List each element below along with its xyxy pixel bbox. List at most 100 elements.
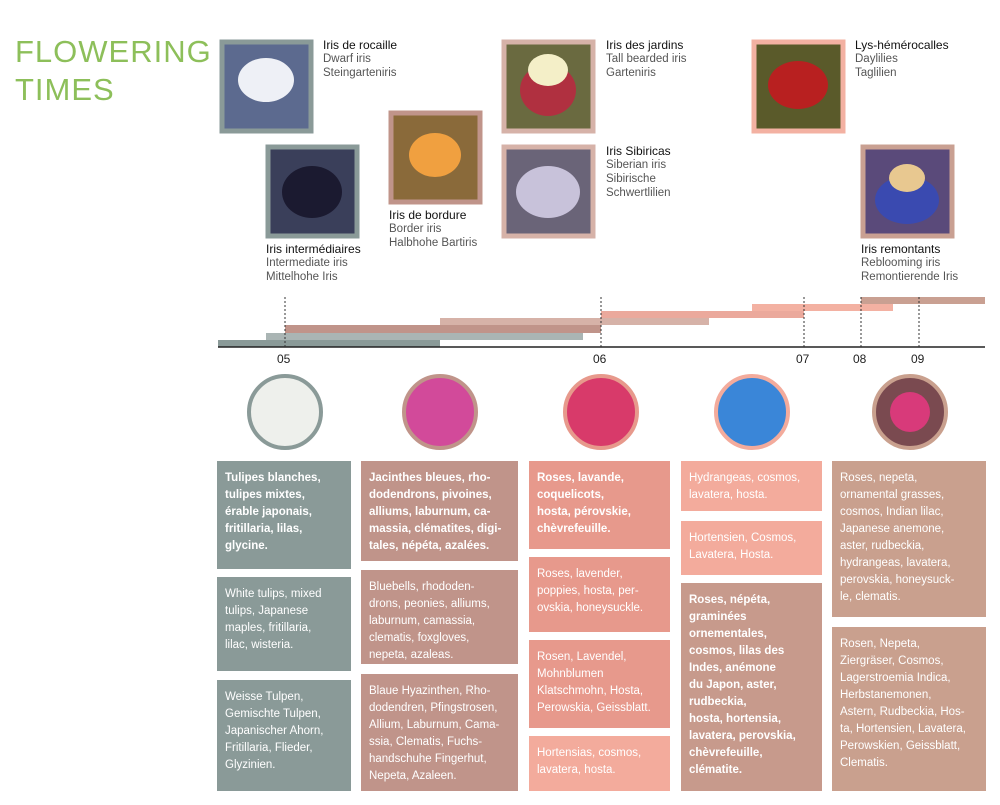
text-line: Iris de rocaille bbox=[323, 38, 398, 52]
photo bbox=[247, 374, 323, 450]
text-line: FLOWERING bbox=[15, 34, 212, 69]
text-line: Rosen, Lavendel, bbox=[537, 651, 627, 663]
text-line: Iris des jardins bbox=[606, 38, 684, 52]
text-line: Nepeta, Azaleen. bbox=[369, 770, 457, 782]
text-line: massia, clématites, digi- bbox=[369, 523, 502, 535]
text-line: Garteniris bbox=[606, 67, 656, 79]
iris-caption: Iris intermédiaires Intermediate iris Mitt… bbox=[266, 242, 361, 284]
text-line: dodendrons, pivoines, bbox=[369, 489, 492, 501]
petal bbox=[768, 61, 828, 109]
text-line: Lys-hémérocalles bbox=[855, 38, 949, 52]
bar bbox=[266, 333, 583, 340]
petal bbox=[875, 176, 939, 224]
text-line: Intermediate iris bbox=[266, 257, 348, 269]
text-box: Jacinthes bleues, rho-dodendrons, pivoin… bbox=[361, 461, 518, 561]
text-line: Tall bearded iris bbox=[606, 53, 687, 65]
text-line: drons, peonies, alliums, bbox=[369, 598, 490, 610]
text-line: Jacinthes bleues, rho- bbox=[369, 472, 491, 484]
text-line: ornamental grasses, bbox=[840, 489, 945, 501]
photo bbox=[714, 374, 790, 450]
text-line: Astern, Rudbeckia, Hos- bbox=[840, 706, 965, 718]
text-line: Iris remontants bbox=[861, 242, 941, 256]
text-line: Ziergräser, Cosmos, bbox=[840, 655, 944, 667]
text-line: ssia, Clematis, Fuchs- bbox=[369, 736, 483, 748]
text-line: Iris intermédiaires bbox=[266, 242, 361, 256]
text-line: Dwarf iris bbox=[323, 53, 371, 65]
text-line: érable japonais, bbox=[225, 506, 312, 518]
text-line: lavatera, perovskia, bbox=[689, 730, 796, 742]
petal bbox=[238, 58, 294, 102]
petal bbox=[889, 164, 925, 192]
text-box: Roses, nepeta, ornamental grasses, cosmos,… bbox=[832, 461, 986, 617]
text-line: glycine. bbox=[225, 540, 268, 552]
text-line: lilac, wisteria. bbox=[225, 639, 294, 651]
iris-caption: Iris Sibiricas Siberian iris Sibirische Sch… bbox=[606, 144, 671, 200]
text-line: Perowskia, Geissblatt. bbox=[537, 702, 651, 714]
text-box: Bluebells, rhododen-drons, peonies, alli… bbox=[361, 570, 518, 664]
text-box: Roses, népéta, graminées ornementales, cosm… bbox=[681, 583, 822, 791]
text-line: Weisse Tulpen, bbox=[225, 691, 304, 703]
text-line: Rosen, Nepeta, bbox=[840, 638, 920, 650]
text-line: lavatera, hosta. bbox=[537, 764, 616, 776]
text-line: clématite. bbox=[689, 764, 743, 776]
petal bbox=[890, 392, 930, 432]
bar bbox=[285, 325, 601, 333]
iris-photos bbox=[219, 39, 955, 239]
text-line: ta, Hortensien, Lavatera, bbox=[840, 723, 966, 735]
text-line: Roses, lavande, bbox=[537, 472, 624, 484]
text-line: Mittelhohe Iris bbox=[266, 271, 338, 283]
text-line: Tulipes blanches, bbox=[225, 472, 321, 484]
text-line: ornementales, bbox=[689, 628, 767, 640]
tick-label: 09 bbox=[911, 352, 925, 366]
text-line: Sibirische bbox=[606, 173, 656, 185]
text-line: Remontierende Iris bbox=[861, 271, 959, 283]
text-line: fritillaria, lilas, bbox=[225, 523, 303, 535]
text-line: Schwertlilien bbox=[606, 187, 671, 199]
text-line: TIMES bbox=[15, 72, 115, 107]
text-line: Iris de bordure bbox=[389, 208, 467, 222]
bar bbox=[440, 318, 709, 325]
text-line: tulipes mixtes, bbox=[225, 489, 305, 501]
text-line: maples, fritillaria, bbox=[225, 622, 312, 634]
tick-label: 07 bbox=[796, 352, 810, 366]
text-line: Indes, anémone bbox=[689, 662, 776, 674]
text-line: Fritillaria, Flieder, bbox=[225, 742, 313, 754]
text-box: Tulipes blanches, tulipes mixtes, érable j… bbox=[217, 461, 351, 569]
text-line: rudbeckia, bbox=[689, 696, 747, 708]
tick-label: 08 bbox=[853, 352, 867, 366]
text-line: Siberian iris bbox=[606, 159, 667, 171]
petal bbox=[516, 166, 580, 218]
bar bbox=[601, 311, 804, 318]
iris-caption: Iris de bordure Border iris Halbhohe Barti… bbox=[389, 208, 477, 250]
title: FLOWERING TIMES bbox=[15, 33, 212, 109]
text-line: Herbstanemonen, bbox=[840, 689, 932, 701]
text-line: perovskia, honeysuck- bbox=[840, 574, 955, 586]
timeline-bars bbox=[218, 297, 985, 347]
text-line: du Japon, aster, bbox=[689, 679, 777, 691]
text-line: Steingarteniris bbox=[323, 67, 397, 79]
text-line: Roses, népéta, bbox=[689, 594, 771, 606]
text-box: Hortensias, cosmos, lavatera, hosta. bbox=[529, 736, 670, 791]
text-line: alliums, laburnum, ca- bbox=[369, 506, 491, 518]
text-line: Hortensien, Cosmos, bbox=[689, 532, 797, 544]
text-line: hydrangeas, lavatera, bbox=[840, 557, 951, 569]
text-box: Weisse Tulpen, Gemischte Tulpen, Japanisch… bbox=[217, 680, 351, 791]
text-line: Clematis. bbox=[840, 757, 888, 769]
text-line: dodendren, Pfingstrosen, bbox=[369, 702, 498, 714]
text-line: cosmos, Indian lilac, bbox=[840, 506, 944, 518]
text-line: laburnum, camassia, bbox=[369, 615, 476, 627]
petal bbox=[282, 166, 342, 218]
text-line: chèvrefeuille. bbox=[537, 523, 611, 535]
text-line: handschuhe Fingerhut, bbox=[369, 753, 487, 765]
tick-label: 06 bbox=[593, 352, 607, 366]
text-line: nepeta, azaleas. bbox=[369, 649, 454, 661]
bar bbox=[218, 340, 440, 347]
text-line: Lagerstroemia Indica, bbox=[840, 672, 951, 684]
text-line: Roses, lavender, bbox=[537, 568, 623, 580]
text-line: Gemischte Tulpen, bbox=[225, 708, 321, 720]
text-box: Rosen, Lavendel, Mohnblumen Klatschmohn, H… bbox=[529, 640, 670, 728]
text-box: Hydrangeas, cosmos, lavatera, hosta. bbox=[681, 461, 822, 511]
text-line: lavatera, hosta. bbox=[689, 489, 768, 501]
text-line: Japanischer Ahorn, bbox=[225, 725, 324, 737]
